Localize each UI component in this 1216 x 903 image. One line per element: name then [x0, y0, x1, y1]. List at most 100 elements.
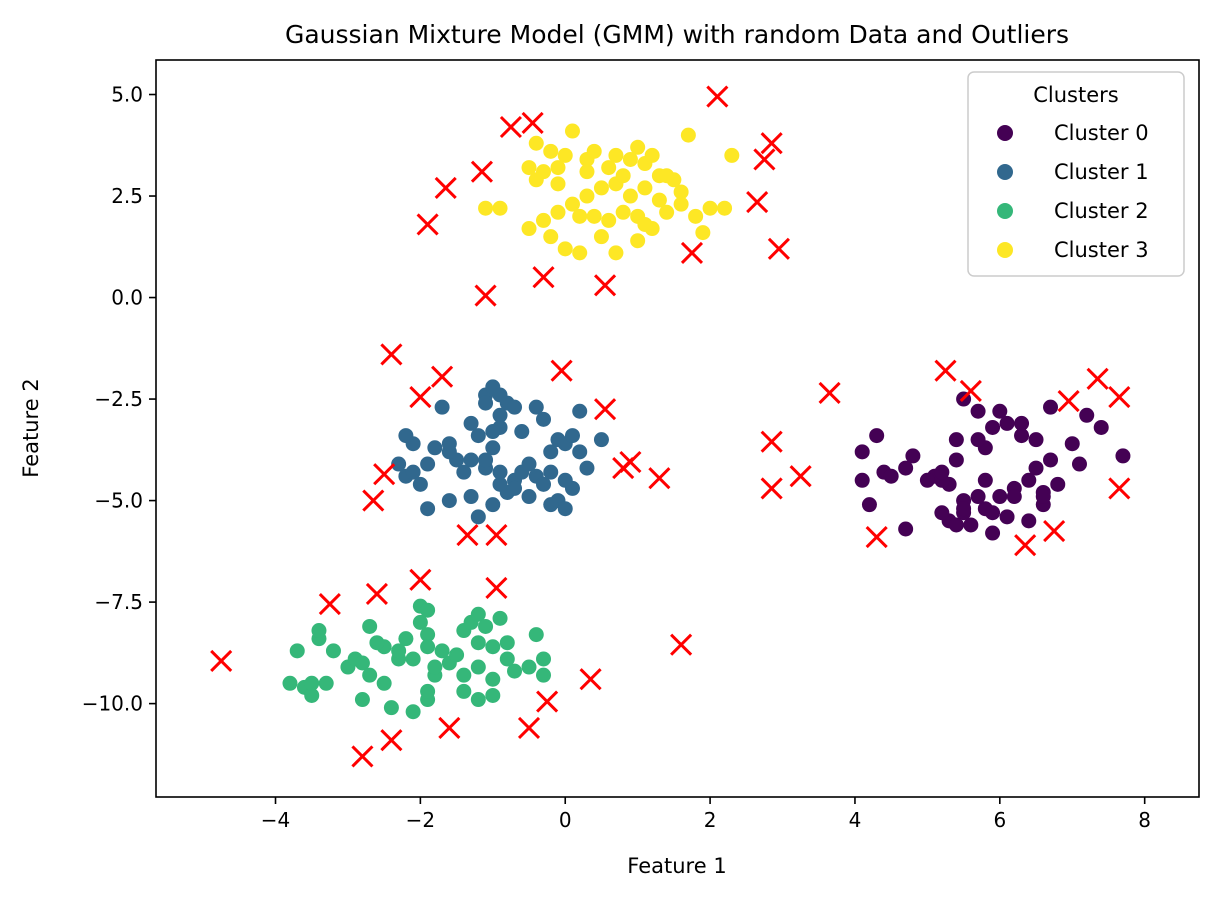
outlier-marker — [1108, 385, 1131, 409]
legend-title: Clusters — [1033, 83, 1118, 107]
data-point-cluster-1 — [579, 460, 595, 476]
data-point-cluster-3 — [528, 135, 544, 151]
outlier-stroke — [409, 568, 432, 591]
outlier-marker — [1108, 477, 1131, 500]
data-point-cluster-2 — [376, 675, 392, 691]
y-axis-ticks: 5.0 2.5 0.0 −2.5 −5.0 −7.5 −10.0 — [82, 83, 156, 716]
legend-entries: Cluster 0 Cluster 1 Cluster 2 Cluster 3 — [997, 121, 1149, 262]
data-point-cluster-3 — [695, 225, 711, 241]
data-point-cluster-0 — [985, 525, 1001, 541]
outlier-marker — [619, 450, 642, 474]
outlier-stroke — [789, 465, 812, 488]
outlier-marker — [318, 593, 341, 616]
outlier-stroke — [474, 284, 497, 307]
data-point-cluster-1 — [485, 424, 501, 440]
y-tick-label: 5.0 — [111, 83, 143, 107]
outlier-stroke — [362, 489, 385, 512]
outlier-marker — [380, 343, 403, 366]
data-point-cluster-2 — [362, 618, 378, 634]
outlier-stroke — [818, 381, 841, 405]
outlier-marker — [416, 213, 439, 236]
outlier-stroke — [521, 111, 544, 135]
data-point-cluster-3 — [673, 196, 689, 212]
outlier-stroke — [380, 343, 403, 366]
outlier-stroke — [1108, 477, 1131, 500]
x-axis-label: Feature 1 — [627, 854, 726, 878]
data-point-cluster-2 — [420, 602, 436, 618]
y-tick-label: 2.5 — [111, 184, 143, 208]
outlier-marker — [210, 649, 233, 673]
data-point-cluster-0 — [1014, 415, 1030, 431]
x-axis-ticks: −4 −2 0 2 4 6 8 — [261, 797, 1151, 832]
data-point-cluster-1 — [572, 403, 588, 419]
data-point-cluster-2 — [499, 651, 515, 667]
data-point-cluster-0 — [970, 432, 986, 448]
data-point-cluster-2 — [420, 627, 436, 643]
data-point-cluster-0 — [1043, 399, 1059, 415]
data-point-cluster-0 — [1050, 476, 1066, 492]
outlier-stroke — [365, 582, 388, 606]
data-point-cluster-1 — [492, 407, 508, 423]
outlier-marker — [499, 115, 522, 139]
outlier-marker — [380, 729, 403, 752]
data-point-cluster-1 — [478, 452, 494, 468]
legend-label: Cluster 1 — [1054, 160, 1149, 184]
data-point-cluster-2 — [412, 614, 428, 630]
data-point-cluster-2 — [478, 618, 494, 634]
outlier-marker — [521, 111, 544, 135]
data-point-cluster-3 — [550, 176, 566, 192]
data-points — [282, 123, 1131, 720]
data-point-cluster-3 — [680, 127, 696, 143]
data-point-cluster-1 — [514, 424, 530, 440]
legend-entry: Cluster 0 — [997, 121, 1149, 145]
chart-title: Gaussian Mixture Model (GMM) with random… — [285, 20, 1069, 49]
data-point-cluster-1 — [412, 476, 428, 492]
data-point-cluster-1 — [564, 428, 580, 444]
data-point-cluster-2 — [485, 687, 501, 703]
data-point-cluster-0 — [999, 509, 1015, 525]
outlier-marker — [670, 633, 693, 656]
data-point-cluster-0 — [977, 472, 993, 488]
data-point-cluster-3 — [659, 168, 675, 184]
outlier-marker — [594, 398, 617, 421]
data-point-cluster-2 — [449, 647, 465, 663]
data-point-cluster-0 — [992, 403, 1008, 419]
data-point-cluster-2 — [470, 692, 486, 708]
outlier-marker — [485, 576, 508, 599]
data-point-cluster-3 — [702, 200, 718, 216]
data-point-cluster-2 — [492, 610, 508, 626]
data-point-cluster-2 — [304, 687, 320, 703]
data-point-cluster-2 — [456, 667, 472, 683]
outlier-stroke — [594, 398, 617, 421]
data-point-cluster-2 — [405, 704, 421, 720]
y-tick-label: 0.0 — [111, 286, 143, 310]
outlier-stroke — [499, 115, 522, 139]
data-point-cluster-2 — [456, 683, 472, 699]
y-tick-label: −10.0 — [82, 692, 143, 716]
data-point-cluster-2 — [354, 655, 370, 671]
outlier-marker — [351, 745, 374, 768]
data-point-cluster-1 — [543, 444, 559, 460]
outlier-stroke — [760, 430, 783, 453]
data-point-cluster-1 — [492, 464, 508, 480]
data-point-cluster-1 — [492, 387, 508, 403]
outlier-marker — [517, 716, 541, 740]
outlier-stroke — [438, 716, 461, 740]
data-point-cluster-0 — [956, 501, 972, 517]
data-point-cluster-0 — [1093, 419, 1109, 435]
data-point-cluster-0 — [1028, 460, 1044, 476]
data-point-cluster-2 — [362, 667, 378, 683]
data-point-cluster-0 — [1043, 452, 1059, 468]
data-point-cluster-3 — [492, 200, 508, 216]
data-point-cluster-0 — [1115, 448, 1131, 464]
data-point-cluster-3 — [688, 208, 704, 224]
data-point-cluster-3 — [601, 212, 617, 228]
data-point-cluster-3 — [521, 160, 537, 176]
outlier-marker — [470, 160, 493, 183]
legend-entry: Cluster 3 — [997, 238, 1149, 262]
data-point-cluster-2 — [528, 627, 544, 643]
data-point-cluster-2 — [325, 643, 341, 659]
data-point-cluster-0 — [854, 472, 870, 488]
data-point-cluster-0 — [883, 468, 899, 484]
data-point-cluster-1 — [572, 444, 588, 460]
